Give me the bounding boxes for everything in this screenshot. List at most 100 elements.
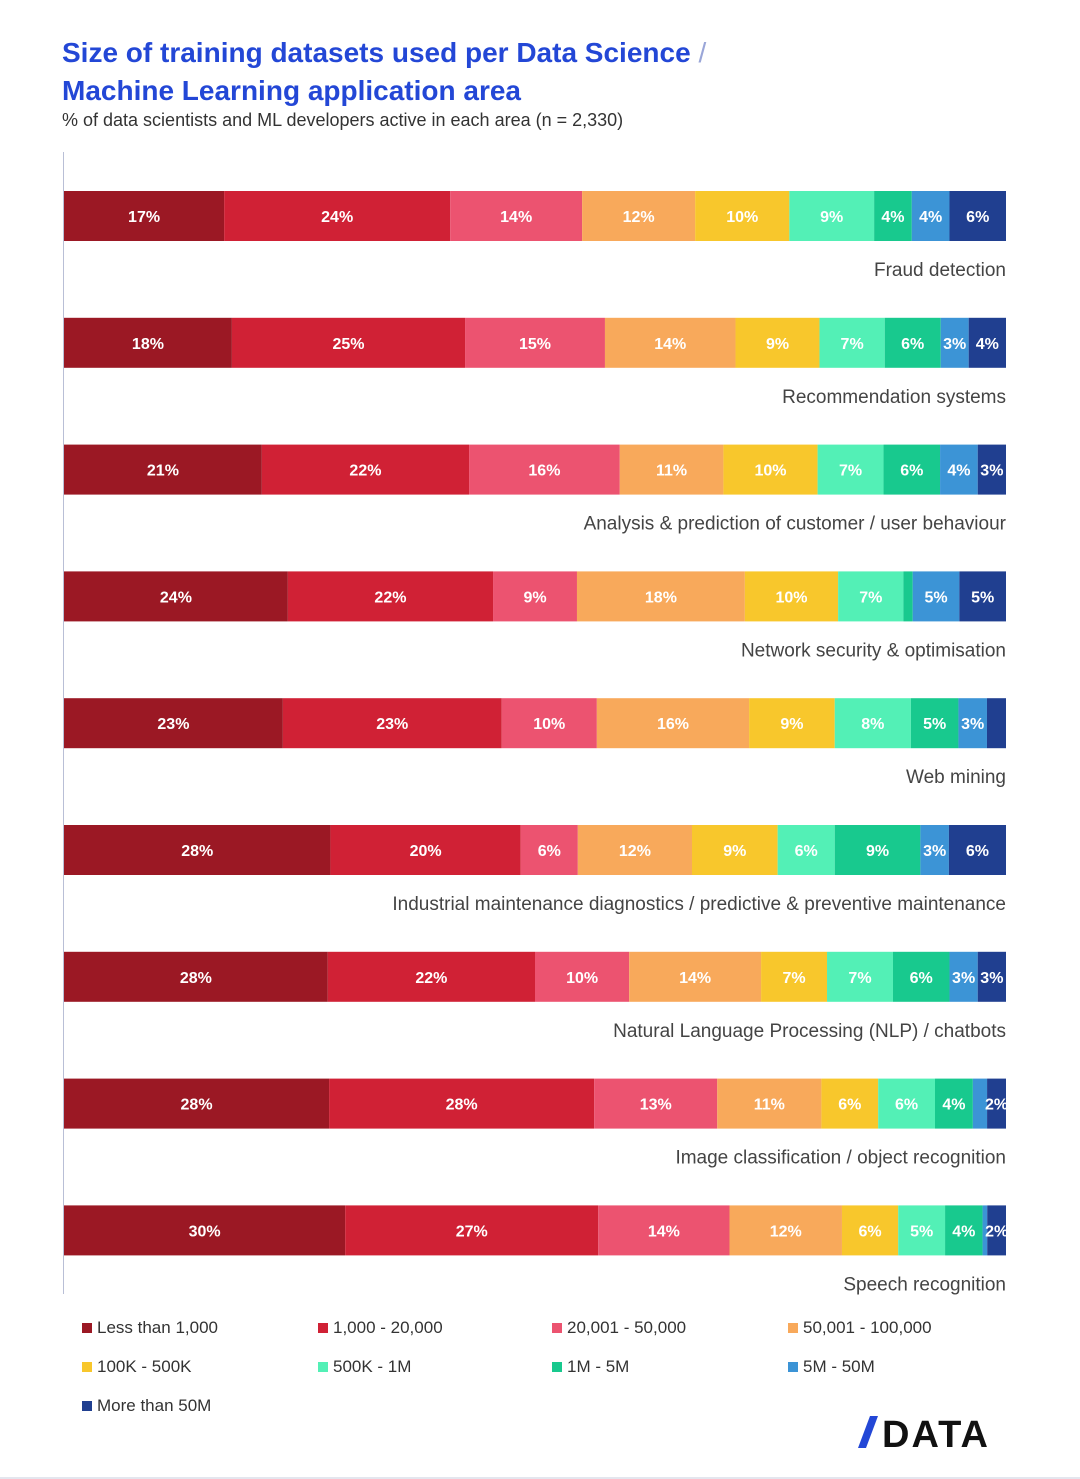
data-label: 9% [766, 336, 789, 353]
bar-segment [577, 825, 692, 875]
data-label: 4% [919, 209, 942, 226]
legend-item: 100K - 500K [82, 1357, 192, 1377]
legend-swatch [788, 1323, 798, 1333]
stacked-bar-chart: 17% 24% 14% 12% 10% 9% 4% 4% 6% Fraud detection 18… [64, 191, 1008, 1295]
bar-segment [329, 1078, 595, 1129]
category-label: Recommendation systems [782, 387, 1006, 408]
bar-segment [735, 317, 820, 368]
data-label: 5% [971, 589, 994, 606]
legend-label: 5M - 50M [803, 1357, 875, 1376]
data-label: 6% [966, 209, 989, 226]
data-label: 15% [519, 336, 551, 353]
data-label: 21% [147, 463, 179, 480]
data-label: 9% [523, 589, 546, 606]
bar-segment [977, 444, 1006, 495]
bar-segment [821, 1078, 879, 1129]
category-label: Web mining [906, 767, 1006, 788]
bar-segment [450, 191, 583, 241]
legend-swatch [82, 1323, 92, 1333]
bar-segment [987, 1205, 1006, 1256]
bar-segment [948, 825, 1006, 875]
bar-segment [596, 698, 750, 749]
title-line-2: Machine Learning application area [62, 75, 522, 106]
data-label: 2% [985, 1223, 1008, 1240]
bar-segment [898, 1205, 946, 1256]
bar-segment [619, 444, 724, 495]
bar-segment [878, 1078, 935, 1129]
legend-swatch [318, 1362, 328, 1372]
bar-segment [819, 317, 885, 368]
title-slash: / [698, 37, 707, 68]
legend-item: 20,001 - 50,000 [552, 1318, 686, 1338]
data-label: 8% [861, 716, 884, 733]
legend-swatch [82, 1362, 92, 1372]
bar-segment [64, 317, 232, 368]
bar-segment [920, 825, 949, 875]
bar-segment [892, 951, 950, 1002]
bar-segment [282, 698, 502, 749]
bar-segment [761, 951, 828, 1002]
data-label: 18% [645, 589, 677, 606]
data-label: 4% [952, 1223, 975, 1240]
data-label: 20% [410, 843, 442, 860]
bar-group: 21% 22% 16% 11% 10% 7% 6% 4% 3% [64, 444, 1006, 495]
data-label: 4% [881, 209, 904, 226]
bar-group: 28% 22% 10% 14% 7% 7% 6% 3% 3% [64, 951, 1006, 1002]
bar-segment [729, 1205, 842, 1256]
data-label: 9% [723, 843, 746, 860]
category-label: Fraud detection [874, 260, 1006, 281]
data-label: 7% [859, 589, 882, 606]
bar-segment [949, 191, 1006, 241]
bar-segment [959, 571, 1006, 622]
bar-segment [695, 191, 790, 241]
bar-segment [469, 444, 620, 495]
bar-segment [64, 951, 328, 1002]
bar-segment [838, 571, 904, 622]
bar-segment [64, 571, 288, 622]
data-label: 6% [795, 843, 818, 860]
bar-segment [883, 444, 941, 495]
bar-segment [501, 698, 597, 749]
bar-segment [910, 698, 959, 749]
legend-label: 50,001 - 100,000 [803, 1318, 932, 1337]
bar-segment [576, 571, 745, 622]
y-axis-line [63, 152, 64, 1294]
bar-group: 18% 25% 15% 14% 9% 7% 6% 3% 4% [64, 317, 1006, 368]
data-label: 30% [189, 1223, 221, 1240]
bar-segment [598, 1205, 730, 1256]
bar-segment [520, 825, 578, 875]
data-label: 11% [754, 1097, 785, 1114]
bar-segment [749, 698, 835, 749]
data-label: 24% [160, 589, 192, 606]
bar-segment [968, 317, 1006, 368]
title-line-1: Size of training datasets used per Data … [62, 37, 691, 68]
data-label: 28% [180, 970, 212, 987]
legend-label: Less than 1,000 [97, 1318, 218, 1337]
bar-segment [261, 444, 470, 495]
data-label: 22% [374, 589, 406, 606]
bar-segment [717, 1078, 822, 1129]
data-label: 7% [839, 463, 862, 480]
bar-segment [535, 951, 630, 1002]
bar-segment [884, 317, 941, 368]
bar-segment [64, 698, 283, 749]
bar-group: 23% 23% 10% 16% 9% 8% 5% 3% [64, 698, 1006, 749]
bottom-rule [0, 1477, 1080, 1479]
data-label: 11% [656, 463, 687, 480]
bar-segment [64, 1078, 330, 1129]
bar-segment [744, 571, 839, 622]
legend-label: 1M - 5M [567, 1357, 630, 1376]
bar-segment [834, 825, 921, 875]
legend-item: More than 50M [82, 1396, 211, 1416]
data-logo: DATA [858, 1414, 988, 1452]
bar-group: 28% 28% 13% 11% 6% 6% 4% 2% [64, 1078, 1008, 1129]
data-label: 3% [943, 336, 966, 353]
data-label: 28% [181, 1097, 213, 1114]
data-label: 3% [980, 463, 1003, 480]
bar-segment [958, 698, 987, 749]
data-label: 12% [623, 209, 655, 226]
bar-segment [327, 951, 535, 1002]
bar-group: 24% 22% 9% 18% 10% 7% 5% 5% [64, 571, 1006, 622]
data-label: 14% [654, 336, 686, 353]
bar-segment [287, 571, 494, 622]
